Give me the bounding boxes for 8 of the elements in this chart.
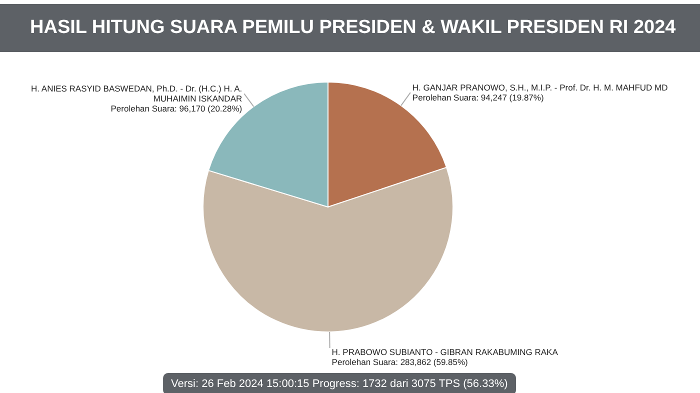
data-label: Perolehan Suara: 96,170 (20.28%) <box>110 104 242 114</box>
data-label: Perolehan Suara: 94,247 (19.87%) <box>412 92 544 103</box>
data-label: Perolehan Suara: 283,862 (59.85%) <box>332 356 468 367</box>
chart-title: HASIL HITUNG SUARA PEMILU PRESIDEN & WAKIL PRESIDEN RI 2024 <box>0 4 700 52</box>
text: Versi: 26 Feb 2024 15:00:15 Progress: 1732 dari 3075 TPS (56.33%) <box>163 373 516 393</box>
slice-label: H. PRABOWO SUBIANTO - GIBRAN RAKABUMING RAKA <box>332 346 558 357</box>
slice-label: H. GANJAR PRANOWO, S.H., M.I.P. - Prof. Dr. H. M. MAHFUD MD <box>412 82 668 93</box>
slice-label: H. ANIES RASYID BASWEDAN, Ph.D. - Dr. (H.C.) H. A. MUHAIMIN ISKANDAR <box>31 84 242 104</box>
